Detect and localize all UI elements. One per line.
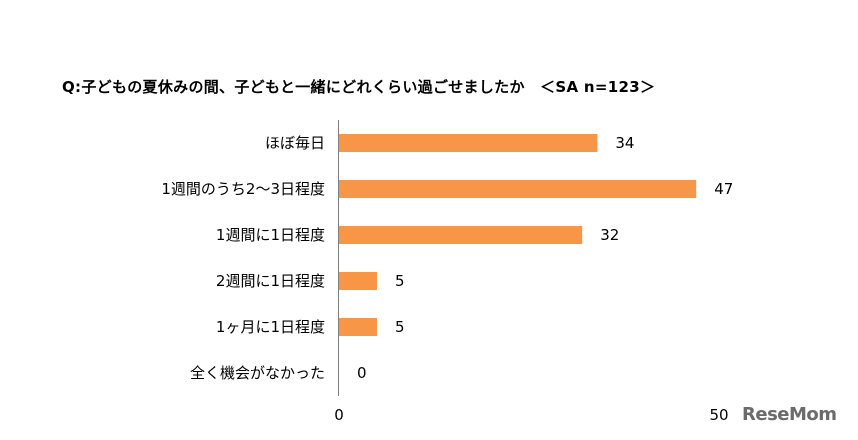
resemom-logo: ReseMom — [742, 404, 837, 425]
data-label: 47 — [714, 180, 733, 198]
x-tick-label: 50 — [709, 406, 728, 424]
chart-title: Q:子どもの夏休みの間、子どもと一緒にどれくらい過ごせましたか ＜SA n=12… — [62, 78, 656, 96]
bar — [339, 226, 583, 244]
bar — [339, 318, 377, 336]
bars-layer: ほぼ毎日 34 1週間のうち2～3日程度 47 1週間に1日程度 32 2週間に1日程度 5 1… — [161, 134, 733, 382]
data-label: 5 — [395, 272, 405, 290]
category-label: 1週間のうち2～3日程度 — [161, 180, 325, 198]
category-label: ほぼ毎日 — [265, 134, 325, 152]
bar — [339, 134, 598, 152]
bar — [339, 272, 377, 290]
category-label: 1週間に1日程度 — [216, 226, 325, 244]
category-label: 1ヶ月に1日程度 — [216, 318, 325, 336]
data-label: 0 — [357, 364, 367, 382]
x-tick-label: 0 — [334, 406, 344, 424]
bar — [339, 180, 697, 198]
category-label: 全く機会がなかった — [190, 364, 325, 382]
data-label: 5 — [395, 318, 405, 336]
category-label: 2週間に1日程度 — [216, 272, 325, 290]
data-label: 32 — [600, 226, 619, 244]
data-label: 34 — [615, 134, 634, 152]
ticks-layer: 0 50 — [334, 406, 728, 424]
